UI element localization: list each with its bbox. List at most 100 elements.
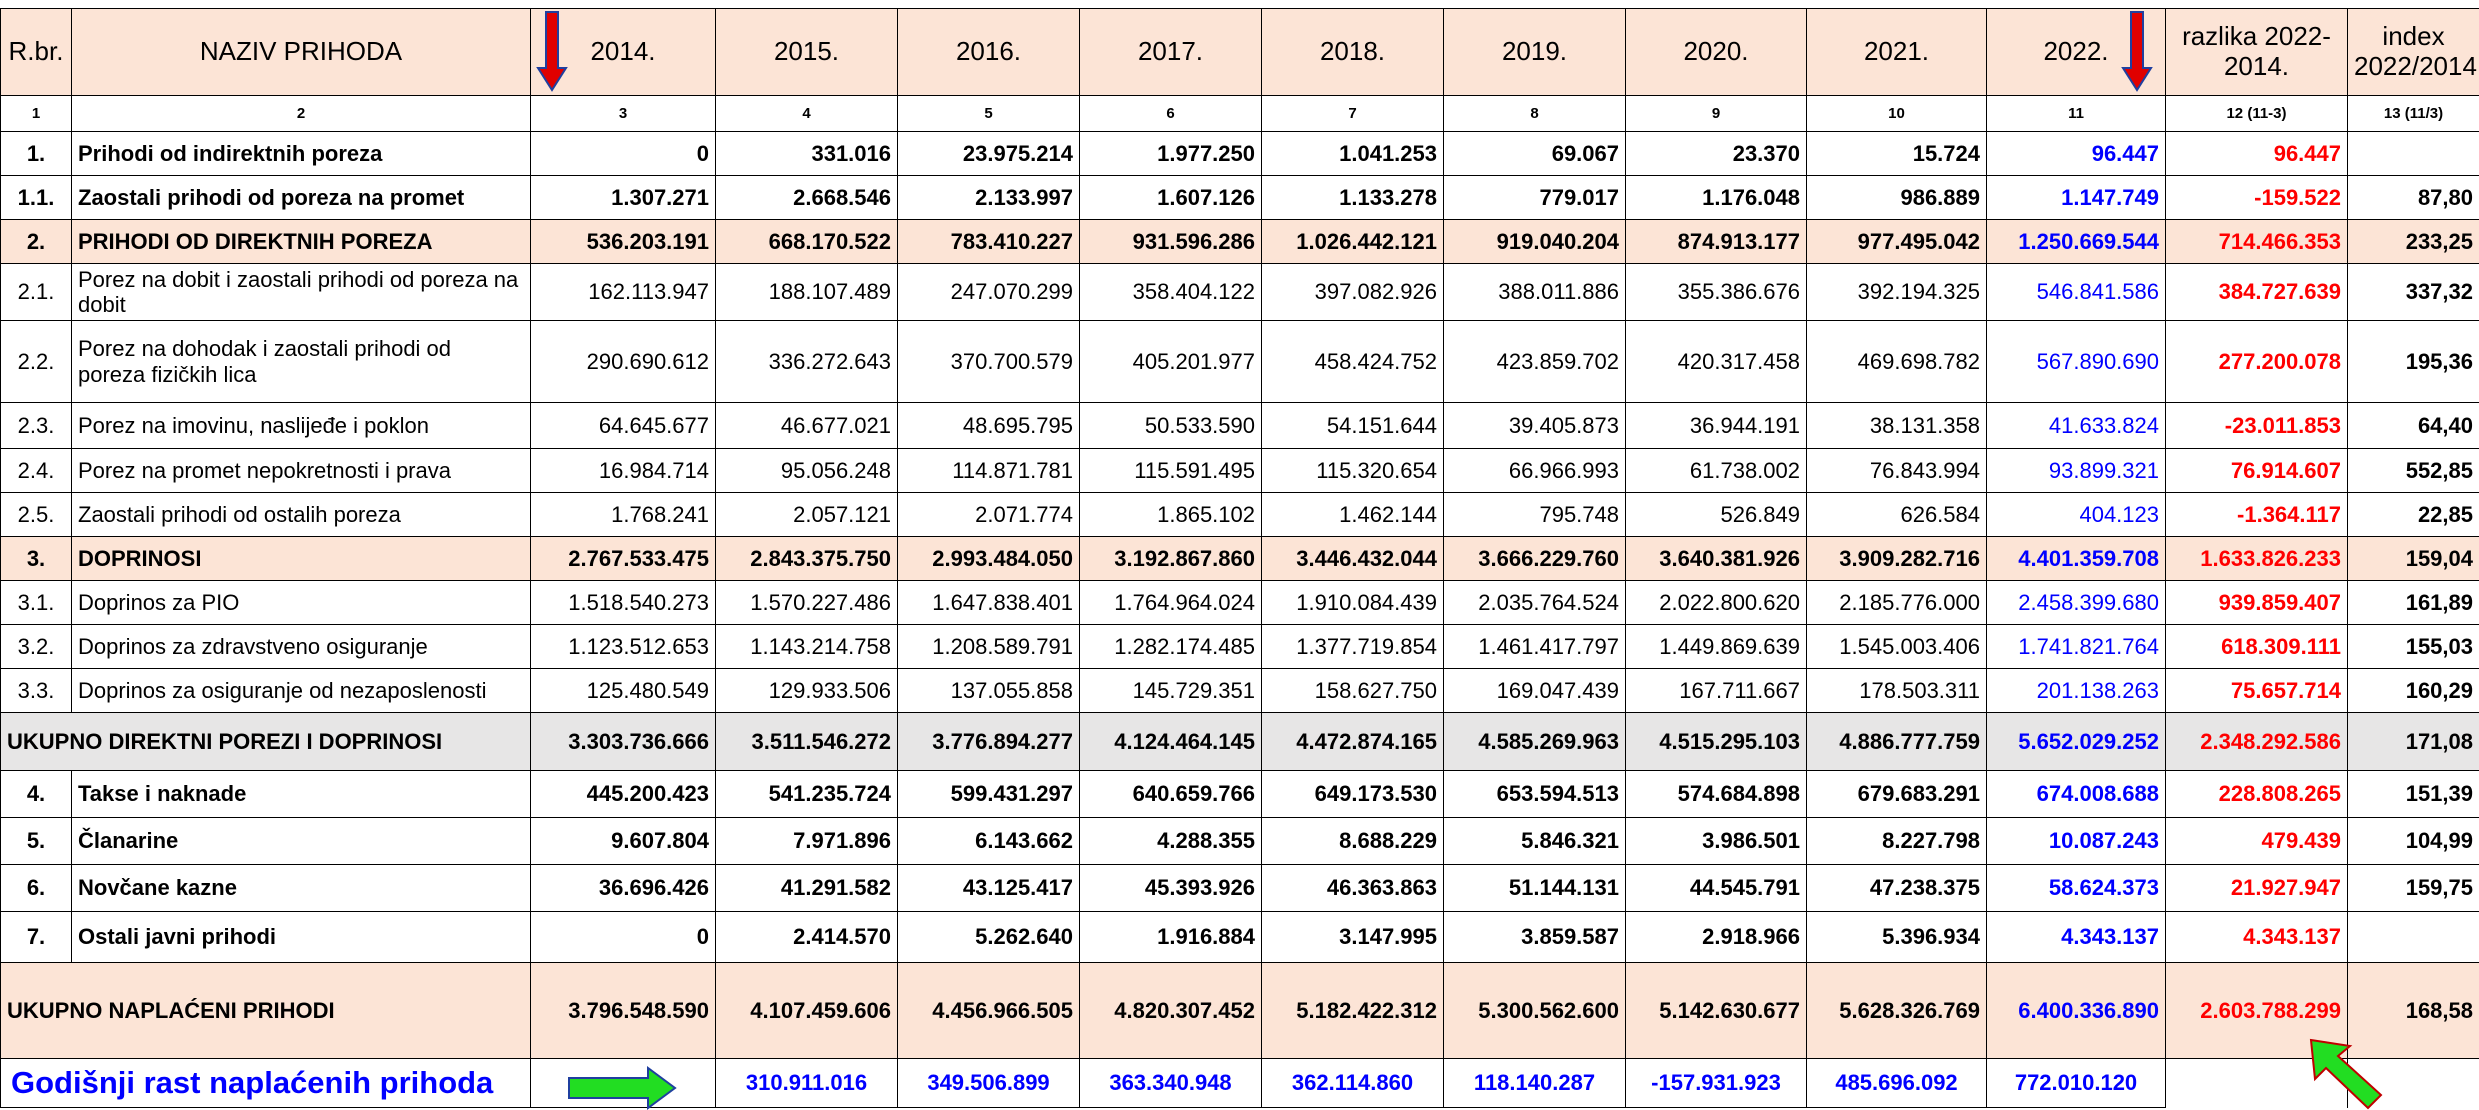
growth-value: 362.114.860	[1261, 1058, 1444, 1108]
value-cell: 2.022.800.620	[1625, 580, 1807, 625]
growth-row: Godišnji rast naplaćenih prihoda 310.911.…	[0, 1058, 2479, 1108]
value-cell: 16.984.714	[530, 448, 716, 493]
row-number: 3.3.	[0, 668, 72, 713]
revenue-table: R.br. NAZIV PRIHODA 2014. 2015. 2016. 2017. 20…	[0, 8, 2479, 1108]
value-cell: 115.320.654	[1261, 448, 1444, 493]
header-cell: 2021.	[1806, 8, 1987, 96]
value-cell: 1.377.719.854	[1261, 624, 1444, 669]
row-number: 6.	[0, 864, 72, 912]
value-cell: 36.696.426	[530, 864, 716, 912]
value-cell: 64.645.677	[530, 402, 716, 449]
header-cell: 2018.	[1261, 8, 1444, 96]
header-cell: index 2022/2014	[2347, 8, 2479, 96]
value-cell: 1.461.417.797	[1443, 624, 1626, 669]
row-name: Članarine	[71, 817, 531, 865]
value-cell: 541.235.724	[715, 770, 898, 818]
column-number: 6	[1079, 95, 1262, 132]
row-name: UKUPNO NAPLAĆENI PRIHODI	[0, 962, 531, 1059]
difference-cell: 21.927.947	[2165, 864, 2348, 912]
value-cell: 4.107.459.606	[715, 962, 898, 1059]
value-cell: 2.993.484.050	[897, 536, 1080, 581]
data-row: 2.1. Porez na dobit i zaostali prihodi od…	[0, 263, 2479, 321]
value-cell: 3.986.501	[1625, 817, 1807, 865]
value-cell: 1.133.278	[1261, 175, 1444, 220]
data-row: 2.5. Zaostali prihodi od ostalih poreza 1.…	[0, 492, 2479, 537]
value-cell: 5.300.562.600	[1443, 962, 1626, 1059]
difference-cell: -1.364.117	[2165, 492, 2348, 537]
value-cell: 1.449.869.639	[1625, 624, 1807, 669]
value-cell: 48.695.795	[897, 402, 1080, 449]
value-cell: 6.400.336.890	[1986, 962, 2166, 1059]
index-cell: 22,85	[2347, 492, 2479, 537]
index-cell: 168,58	[2347, 962, 2479, 1059]
header-cell: NAZIV PRIHODA	[71, 8, 531, 96]
value-cell: 458.424.752	[1261, 320, 1444, 403]
value-cell: 1.147.749	[1986, 175, 2166, 220]
value-cell: 574.684.898	[1625, 770, 1807, 818]
value-cell: 536.203.191	[530, 219, 716, 264]
value-cell: 4.401.359.708	[1986, 536, 2166, 581]
value-cell: 5.628.326.769	[1806, 962, 1987, 1059]
header-cell: 2016.	[897, 8, 1080, 96]
value-cell: 679.683.291	[1806, 770, 1987, 818]
data-row: UKUPNO NAPLAĆENI PRIHODI 3.796.548.590 4.1…	[0, 962, 2479, 1059]
index-cell: 159,75	[2347, 864, 2479, 912]
index-cell: 195,36	[2347, 320, 2479, 403]
header-cell: 2015.	[715, 8, 898, 96]
row-name: Doprinos za PIO	[71, 580, 531, 625]
growth-value: 363.340.948	[1079, 1058, 1262, 1108]
value-cell: 3.666.229.760	[1443, 536, 1626, 581]
value-cell: 3.303.736.666	[530, 712, 716, 771]
data-row: 1. Prihodi od indirektnih poreza 0 331.016 2…	[0, 131, 2479, 176]
value-cell: 3.859.587	[1443, 911, 1626, 963]
index-cell	[2347, 911, 2479, 963]
value-cell: 41.633.824	[1986, 402, 2166, 449]
index-cell: 337,32	[2347, 263, 2479, 321]
row-number: 1.1.	[0, 175, 72, 220]
column-number: 2	[71, 95, 531, 132]
value-cell: 96.447	[1986, 131, 2166, 176]
value-cell: 247.070.299	[897, 263, 1080, 321]
difference-cell: 228.808.265	[2165, 770, 2348, 818]
header-cell: 2014.	[530, 8, 716, 96]
difference-cell: 4.343.137	[2165, 911, 2348, 963]
value-cell: 8.688.229	[1261, 817, 1444, 865]
row-name: UKUPNO DIREKTNI POREZI I DOPRINOSI	[0, 712, 531, 771]
value-cell: 58.624.373	[1986, 864, 2166, 912]
index-cell: 159,04	[2347, 536, 2479, 581]
value-cell: 4.886.777.759	[1806, 712, 1987, 771]
value-cell: 370.700.579	[897, 320, 1080, 403]
value-cell: 76.843.994	[1806, 448, 1987, 493]
value-cell: 931.596.286	[1079, 219, 1262, 264]
row-number: 2.	[0, 219, 72, 264]
difference-cell: 1.633.826.233	[2165, 536, 2348, 581]
difference-cell: 2.348.292.586	[2165, 712, 2348, 771]
value-cell: 2.668.546	[715, 175, 898, 220]
difference-cell: 479.439	[2165, 817, 2348, 865]
value-cell: 36.944.191	[1625, 402, 1807, 449]
value-cell: 1.518.540.273	[530, 580, 716, 625]
value-cell: 145.729.351	[1079, 668, 1262, 713]
value-cell: 1.250.669.544	[1986, 219, 2166, 264]
value-cell: 2.767.533.475	[530, 536, 716, 581]
value-cell: 167.711.667	[1625, 668, 1807, 713]
index-cell: 104,99	[2347, 817, 2479, 865]
value-cell: 69.067	[1443, 131, 1626, 176]
value-cell: 919.040.204	[1443, 219, 1626, 264]
value-cell: 46.363.863	[1261, 864, 1444, 912]
index-cell: 161,89	[2347, 580, 2479, 625]
value-cell: 115.591.495	[1079, 448, 1262, 493]
value-cell: 626.584	[1806, 492, 1987, 537]
value-cell: 526.849	[1625, 492, 1807, 537]
value-cell: 3.909.282.716	[1806, 536, 1987, 581]
index-cell: 171,08	[2347, 712, 2479, 771]
growth-value: 772.010.120	[1986, 1058, 2166, 1108]
data-row: 3. DOPRINOSI 2.767.533.475 2.843.375.750 2.9…	[0, 536, 2479, 581]
row-name: PRIHODI OD DIREKTNIH POREZA	[71, 219, 531, 264]
value-cell: 2.071.774	[897, 492, 1080, 537]
value-cell: 668.170.522	[715, 219, 898, 264]
value-cell: 15.724	[1806, 131, 1987, 176]
empty-cell	[2347, 1058, 2479, 1108]
difference-cell: 714.466.353	[2165, 219, 2348, 264]
